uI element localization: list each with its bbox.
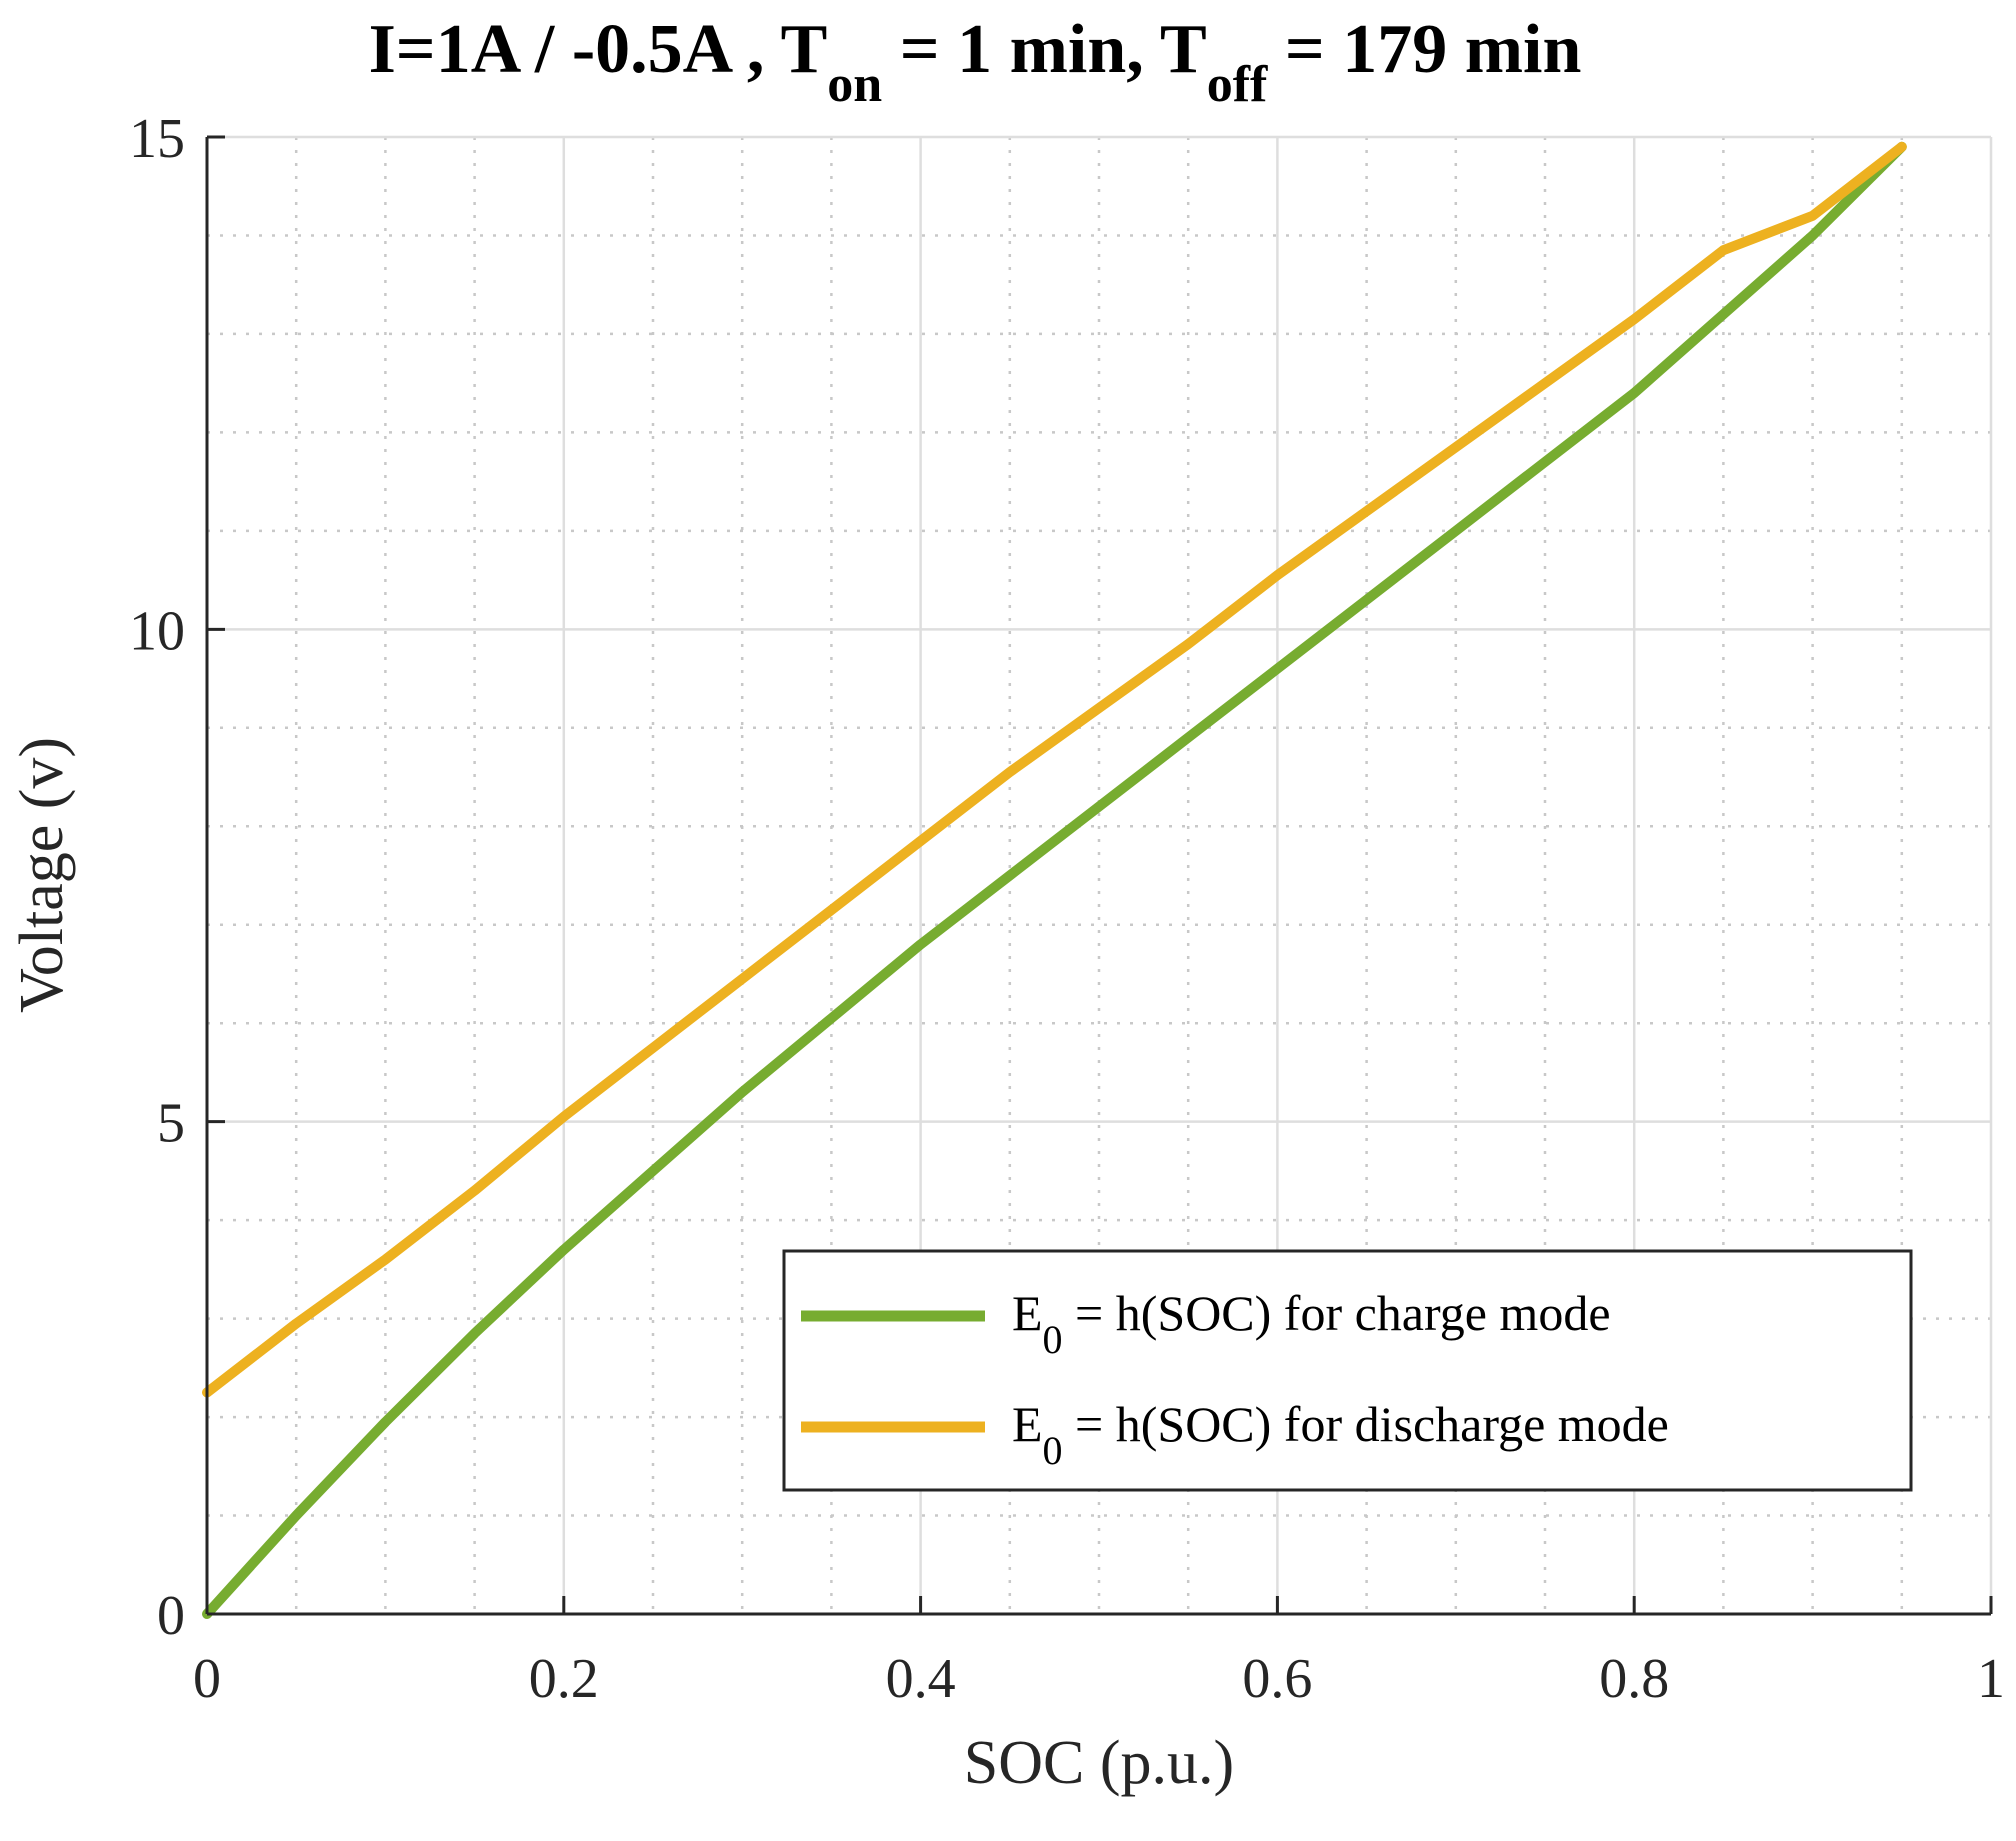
x-axis-label: SOC (p.u.) xyxy=(964,1729,1234,1797)
x-tick-label: 0.2 xyxy=(529,1648,599,1710)
legend-box xyxy=(782,1249,1913,1492)
x-tick-label: 1 xyxy=(1977,1648,2005,1710)
axes xyxy=(205,137,1991,1616)
x-tick-label: 0.8 xyxy=(1599,1648,1669,1710)
legend-label-charge: E0 = h(SOC) for charge mode xyxy=(1012,1285,1611,1362)
legend-label-discharge: E0 = h(SOC) for discharge mode xyxy=(1012,1396,1669,1473)
y-tick-label: 0 xyxy=(157,1585,185,1647)
legend: E0 = h(SOC) for charge mode E0 = h(SOC) … xyxy=(782,1249,1913,1492)
series-line-discharge xyxy=(202,141,1907,1398)
y-tick-label: 15 xyxy=(129,108,185,170)
y-axis-label: Voltage (v) xyxy=(8,737,76,1013)
x-tick-label: 0.4 xyxy=(886,1648,956,1710)
series-lines xyxy=(202,141,1907,1619)
series-line-charge xyxy=(202,141,1907,1619)
x-tick-label: 0 xyxy=(193,1648,221,1710)
y-tick-label: 10 xyxy=(129,600,185,662)
x-tick-label: 0.6 xyxy=(1242,1648,1312,1710)
chart-title: I=1A / -0.5A , Ton = 1 min, Toff = 179 m… xyxy=(369,11,1582,113)
y-tick-label: 5 xyxy=(157,1093,185,1155)
